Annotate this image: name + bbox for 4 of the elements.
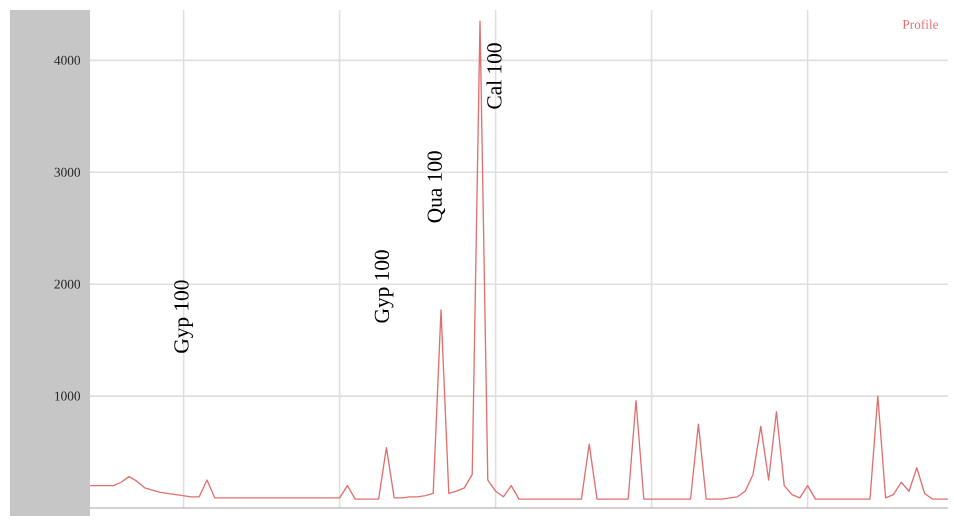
annotation: Gyp 100 — [374, 250, 394, 323]
annotation: Gyp 100 — [174, 280, 194, 353]
annotation: Cal 100 — [486, 43, 502, 109]
annotation: Qua 100 — [427, 151, 446, 223]
